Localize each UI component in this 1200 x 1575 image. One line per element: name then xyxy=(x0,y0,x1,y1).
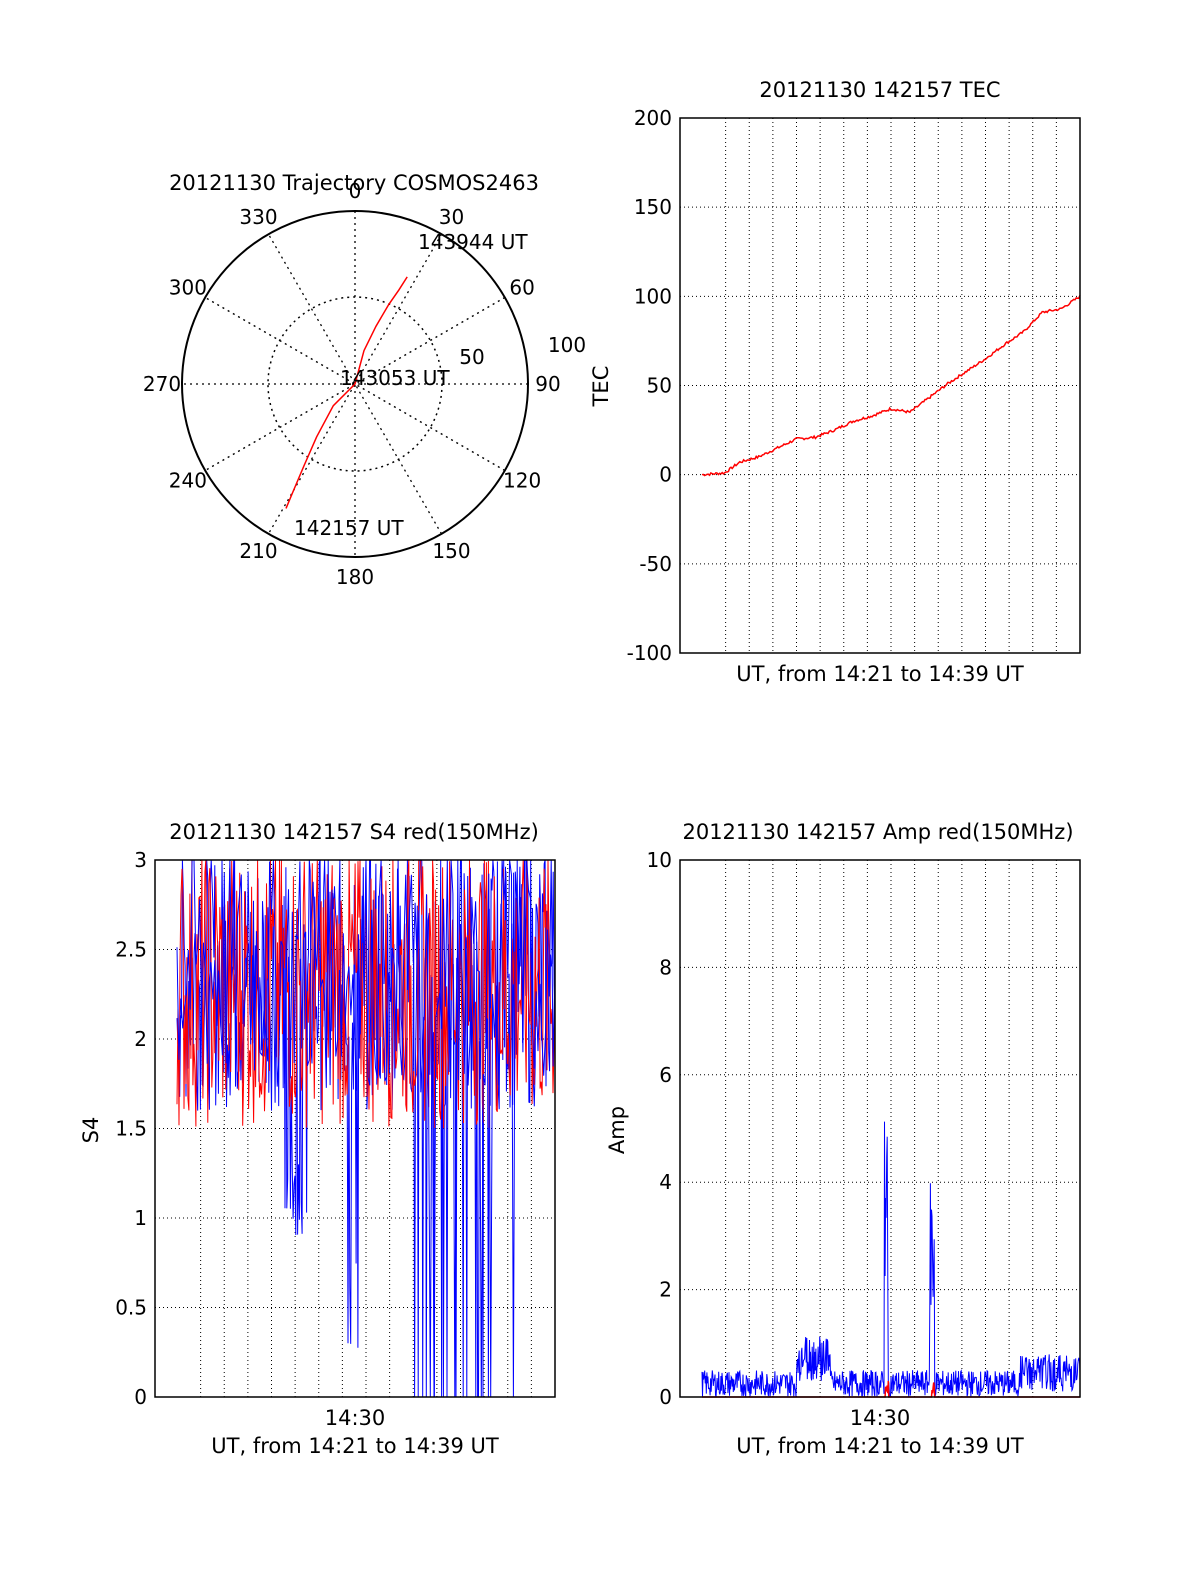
s4-ytick-label: 0 xyxy=(134,1385,147,1409)
ring-label-50: 50 xyxy=(459,345,484,369)
s4-ytick-label: 3 xyxy=(134,848,147,872)
azimuth-label-120: 120 xyxy=(503,469,541,493)
azimuth-label-180: 180 xyxy=(336,565,374,589)
azimuth-label-210: 210 xyxy=(239,539,277,563)
s4-title: 20121130 142157 S4 red(150MHz) xyxy=(169,820,539,844)
amp-ytick-label: 0 xyxy=(659,1385,672,1409)
azimuth-label-240: 240 xyxy=(169,469,207,493)
s4-ytick-label: 0.5 xyxy=(115,1296,147,1320)
polar-spoke-150 xyxy=(267,233,443,535)
amp-xlabel: UT, from 14:21 to 14:39 UT xyxy=(736,1434,1024,1458)
s4-ylabel: S4 xyxy=(79,1117,103,1144)
tec-series-line xyxy=(701,295,1081,477)
amp-yticks: 0 2 4 6 8 10 xyxy=(647,848,672,1409)
ring-label-100: 100 xyxy=(548,333,586,357)
tec-ytick-label: 150 xyxy=(634,195,672,219)
amp-ytick-label: 10 xyxy=(647,848,672,872)
s4-xtick-1430: 14:30 xyxy=(325,1406,386,1430)
tec-ytick-label: -100 xyxy=(627,641,672,665)
amp-title: 20121130 142157 Amp red(150MHz) xyxy=(682,820,1073,844)
s4-ytick-label: 1 xyxy=(134,1206,147,1230)
tec-ytick-label: 200 xyxy=(634,106,672,130)
amp-ylabel: Amp xyxy=(605,1106,629,1154)
s4-frame xyxy=(154,859,556,1398)
amp-blue-series xyxy=(701,1121,1081,1398)
polar-spokes xyxy=(182,211,528,557)
s4-ytick-label: 2 xyxy=(134,1027,147,1051)
tec-grid xyxy=(680,118,1080,653)
amp-plot: 20121130 142157 Amp red(150MHz) 0246810 … xyxy=(605,820,1081,1458)
s4-xlabel: UT, from 14:21 to 14:39 UT xyxy=(211,1434,499,1458)
tec-title: 20121130 142157 TEC xyxy=(759,78,1000,102)
polar-spoke-30 xyxy=(267,233,443,535)
amp-xtick-1430: 14:30 xyxy=(850,1406,911,1430)
tec-xlabel: UT, from 14:21 to 14:39 UT xyxy=(736,662,1024,686)
annotation-end: 143944 UT xyxy=(418,230,528,254)
amp-frame xyxy=(679,859,1081,1398)
amp-ytick-label: 6 xyxy=(659,1063,672,1087)
amp-ytick-label: 2 xyxy=(659,1278,672,1302)
annotation-start: 142157 UT xyxy=(294,516,404,540)
polar-spoke-120 xyxy=(204,296,506,472)
amp-ytick-label: 4 xyxy=(659,1170,672,1194)
polar-title: 20121130 Trajectory COSMOS2463 xyxy=(169,171,539,195)
amp-grid xyxy=(680,860,1080,1397)
amp-ytick-label: 8 xyxy=(659,955,672,979)
s4-ytick-label: 1.5 xyxy=(115,1117,147,1141)
polar-spoke-60 xyxy=(204,296,506,472)
azimuth-label-30: 30 xyxy=(439,205,464,229)
trajectory-line xyxy=(285,276,408,509)
azimuth-label-330: 330 xyxy=(239,205,277,229)
polar-azimuth-labels: 0 30 60 90 120 150 180 210 240 270 300 330 xyxy=(143,179,561,589)
azimuth-label-60: 60 xyxy=(509,276,534,300)
tec-ytick-label: 0 xyxy=(659,463,672,487)
tec-frame xyxy=(679,117,1081,654)
tec-ylabel: TEC xyxy=(589,366,613,408)
tec-yticks: -100 -50 0 50 100 150 200 xyxy=(627,106,672,665)
azimuth-label-300: 300 xyxy=(169,276,207,300)
s4-ytick-label: 2.5 xyxy=(115,938,147,962)
polar-plot: 20121130 Trajectory COSMOS2463 0 30 60 90 12… xyxy=(143,171,586,589)
s4-yticks: 0 0.5 1 1.5 2 2.5 3 xyxy=(115,848,147,1409)
azimuth-label-150: 150 xyxy=(432,539,470,563)
azimuth-label-90: 90 xyxy=(535,372,560,396)
tec-ytick-label: -50 xyxy=(639,552,672,576)
tec-ytick-label: 100 xyxy=(634,284,672,308)
s4-plot: 20121130 142157 S4 red(150MHz) 0 0.5 1 1.5 2… xyxy=(79,820,556,1458)
tec-ytick-label: 50 xyxy=(647,374,672,398)
azimuth-label-270: 270 xyxy=(143,372,181,396)
annotation-mid: 143053 UT xyxy=(340,366,450,390)
azimuth-label-0: 0 xyxy=(349,179,362,203)
tec-plot: 20121130 142157 TEC -100-50050100150200 … xyxy=(589,78,1081,686)
